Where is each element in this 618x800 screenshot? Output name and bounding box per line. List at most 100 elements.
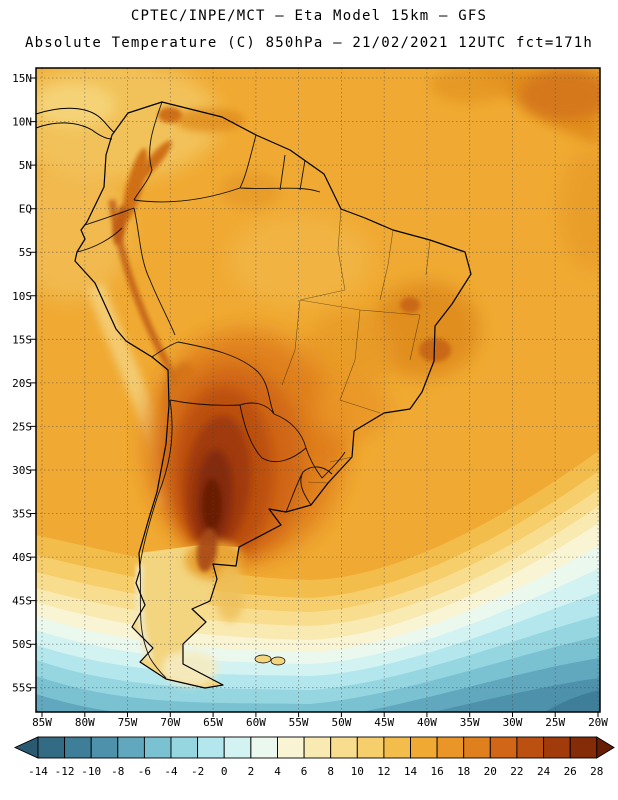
colorbar-cell [170, 736, 199, 759]
cold-corner-dark [545, 690, 600, 712]
colorbar-cell [463, 736, 491, 759]
colorbar-label: 26 [564, 765, 577, 778]
colorbar-label: 12 [377, 765, 390, 778]
colorbar-cell [197, 736, 225, 759]
lon-label: 75W [118, 716, 138, 729]
warm-edge-patch [560, 150, 600, 270]
colorbar-cell [410, 736, 438, 759]
ne-brazil-warm-patch [370, 282, 480, 378]
colorbar-cell [143, 736, 172, 759]
colorbar-cell [489, 736, 518, 759]
axis-ticks [30, 77, 599, 717]
chart-title-line1: CPTEC/INPE/MCT — Eta Model 15km — GFS [131, 8, 487, 24]
andes-streak [138, 140, 172, 180]
colorbar-cell [64, 736, 92, 759]
colorbar-label: -4 [164, 765, 178, 778]
andes-streak [122, 148, 148, 222]
east-patagonia-patch [215, 562, 245, 622]
lon-label: 65W [203, 716, 223, 729]
colorbar-label: -10 [81, 765, 101, 778]
colorbar-label: 14 [404, 765, 418, 778]
colorbar-cell [330, 736, 358, 759]
colorbar-label: -2 [191, 765, 204, 778]
hot-tongue-south [196, 528, 218, 572]
lon-label: 45W [374, 716, 394, 729]
colorbar-label: 8 [327, 765, 334, 778]
country-borders [76, 101, 346, 679]
lon-label: 20W [588, 716, 608, 729]
lat-label: 35S [12, 508, 32, 521]
lon-label: 55W [289, 716, 309, 729]
colorbar-label: 16 [430, 765, 443, 778]
lat-label: 55S [12, 682, 32, 695]
lat-label: 15S [12, 333, 32, 346]
venezuela-warm-spot [158, 107, 182, 123]
lat-label: 5N [19, 159, 32, 172]
lon-label: 85W [32, 716, 52, 729]
colorbar-label: 20 [484, 765, 497, 778]
lat-label: 10S [12, 290, 32, 303]
map-frame [35, 67, 601, 713]
state-borders [281, 208, 431, 484]
colorbar-label: 28 [590, 765, 603, 778]
chart-title-line2: Absolute Temperature (C) 850hPa — 21/02/… [25, 35, 593, 51]
lon-label: 60W [246, 716, 266, 729]
lat-label: 15N [12, 72, 32, 85]
lon-label: 30W [503, 716, 523, 729]
colorbar-label: -8 [111, 765, 124, 778]
colorbar-right-arrow [596, 736, 615, 759]
lat-label: EQ [19, 203, 32, 216]
lat-label: 30S [12, 464, 32, 477]
colorbar-label: 10 [351, 765, 364, 778]
lon-label: 40W [417, 716, 437, 729]
guiana-highlands-patch [220, 172, 280, 208]
colorbar-cell [436, 736, 465, 759]
colorbar-cell [117, 736, 145, 759]
colorbar-cell [356, 736, 385, 759]
colorbar-cell [250, 736, 278, 759]
colorbar-label: -12 [55, 765, 75, 778]
light-warm-patch [36, 160, 130, 300]
colorbar [13, 736, 615, 759]
lat-label: 5S [19, 246, 32, 259]
lon-label: 50W [331, 716, 351, 729]
se-brazil-hot-patch [314, 376, 390, 440]
lon-label: 25W [545, 716, 565, 729]
colorbar-label: 6 [301, 765, 308, 778]
colorbar-left-arrow [13, 736, 39, 759]
chart-header: CPTEC/INPE/MCT — Eta Model 15km — GFS Ab… [25, 8, 593, 51]
colorbar-label: 4 [274, 765, 281, 778]
south-america-coastline [74, 101, 472, 689]
lon-axis-labels: 85W 80W 75W 70W 65W 60W 55W 50W 45W 40W … [32, 716, 608, 729]
cold-band-m10-m8 [36, 678, 600, 712]
lat-axis-labels: 15N 10N 5N EQ 5S 10S 15S 20S 25S 30S 35S… [12, 72, 32, 695]
colorbar-label: 2 [248, 765, 255, 778]
amazon-patch [230, 215, 370, 305]
colorbar-cell [37, 736, 66, 759]
lat-label: 40S [12, 551, 32, 564]
warm-atlantic-core [520, 70, 600, 120]
colorbar-cell [516, 736, 544, 759]
colorbar-label: 18 [457, 765, 470, 778]
colorbar-label: -6 [138, 765, 151, 778]
colorbar-cell [569, 736, 598, 759]
colorbar-cell [543, 736, 571, 759]
patagonia-land-fill [132, 545, 239, 688]
colorbar-label: 24 [537, 765, 551, 778]
falkland-island-east [270, 656, 286, 666]
central-brazil-patch [305, 310, 395, 390]
colorbar-cell [277, 736, 305, 759]
hot-core-max [202, 479, 222, 531]
colorbar-labels: -14 -12 -10 -8 -6 -4 -2 0 2 4 6 8 10 12 … [28, 765, 603, 778]
ne-brazil-warm-spot [400, 297, 420, 313]
lat-label: 10N [12, 116, 32, 129]
colorbar-cell [383, 736, 411, 759]
lat-label: 20S [12, 377, 32, 390]
colorbar-cell [90, 736, 119, 759]
light-warm-patch [36, 83, 115, 127]
colorbar-cell [303, 736, 332, 759]
colorbar-label: 22 [510, 765, 523, 778]
central-america-coastline [35, 107, 115, 140]
